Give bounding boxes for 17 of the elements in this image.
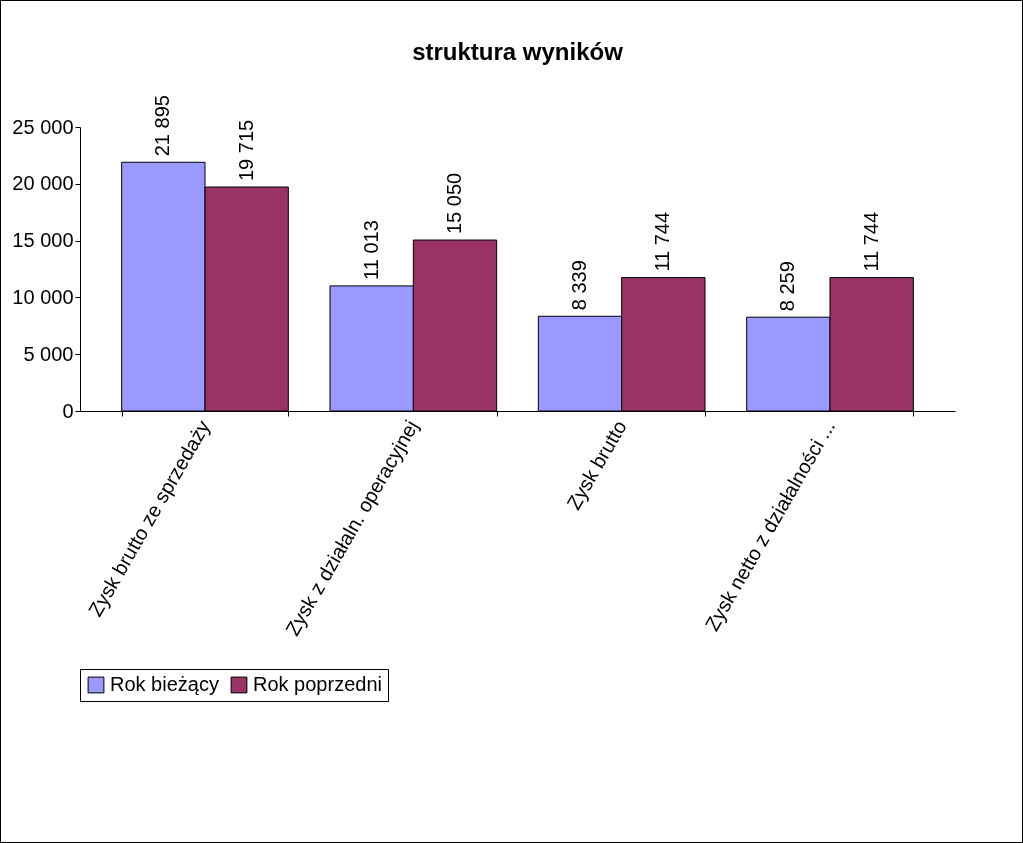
y-tick-label: 25 000 <box>12 115 74 138</box>
y-tick-label: 5 000 <box>23 342 74 365</box>
chart-title: struktura wyników <box>412 38 624 66</box>
legend-label: Rok bieżący <box>110 673 219 695</box>
y-tick-label: 20 000 <box>12 172 74 195</box>
data-label: 15 050 <box>443 172 465 235</box>
legend-label: Rok poprzedni <box>253 673 382 695</box>
data-label: 8 259 <box>776 261 799 312</box>
data-label: 11 744 <box>859 211 882 272</box>
data-label: 11 013 <box>359 220 382 280</box>
y-tick-label: 15 000 <box>12 229 74 252</box>
data-label: 21 895 <box>151 95 174 157</box>
data-label: 19 715 <box>234 119 257 182</box>
y-tick-label: 0 <box>62 399 74 422</box>
data-label: 8 339 <box>568 260 590 311</box>
y-tick-label: 10 000 <box>12 285 74 308</box>
data-label: 11 744 <box>651 211 674 272</box>
